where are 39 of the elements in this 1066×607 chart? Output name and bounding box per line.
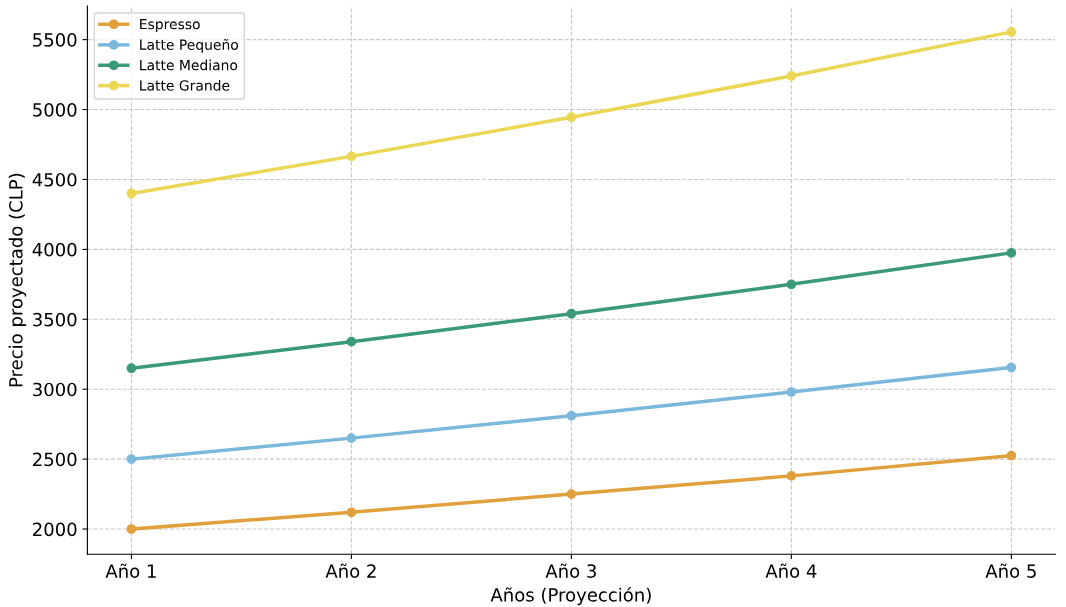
x-tick-label: Año 5: [985, 563, 1036, 578]
x-tick-label: Año 2: [325, 563, 376, 578]
y-tick-label: 2500: [33, 452, 77, 467]
point: [126, 188, 137, 199]
point: [566, 489, 577, 499]
point: [1006, 248, 1017, 258]
point: [346, 151, 357, 162]
x-tick-label: Año 4: [765, 563, 817, 578]
legend-label: Latte Pequeño: [140, 38, 239, 53]
y-tick-label: 5000: [33, 103, 77, 117]
point: [566, 112, 577, 123]
legend-label: Latte Grande: [140, 79, 230, 91]
point: [126, 363, 137, 374]
point: [786, 71, 797, 81]
point: [786, 279, 797, 290]
y-tick-label: 3000: [33, 382, 77, 397]
y-tick-label: 4500: [32, 172, 77, 187]
point: [346, 433, 357, 443]
point: [1006, 450, 1017, 461]
point: [346, 507, 357, 518]
x-axis-title: Años (Proyección): [490, 586, 651, 606]
y-axis-title: Precio proyectado (CLP): [8, 173, 27, 387]
point: [1006, 362, 1017, 373]
x-tick-label: Año 1: [105, 563, 156, 578]
point: [566, 308, 577, 319]
point: [126, 454, 137, 464]
point: [346, 336, 357, 347]
y-tick-label: 2000: [33, 522, 77, 537]
x-tick-label: Año 3: [545, 563, 596, 578]
y-tick-label: 3500: [33, 312, 77, 327]
legend-label: Latte Mediano: [140, 59, 238, 71]
legend-label: Espresso: [140, 19, 200, 33]
point: [126, 524, 137, 534]
point: [1006, 27, 1017, 37]
point: [786, 387, 797, 397]
y-tick-label: 5500: [33, 33, 77, 47]
point: [566, 410, 577, 421]
y-tick-label: 4000: [32, 242, 77, 257]
point: [786, 471, 797, 481]
